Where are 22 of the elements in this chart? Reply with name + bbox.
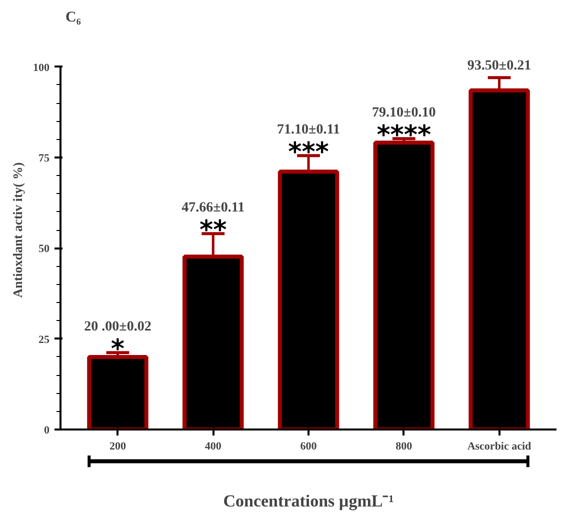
data-label: 93.50±0.21 [467, 58, 532, 74]
x-tick-label: 200 [109, 440, 126, 452]
x-axis-title: Concentrations µgmL⁻¹ [223, 492, 394, 510]
annotation: * [110, 334, 125, 365]
annotation: *** [288, 138, 330, 168]
x-tick-label: 400 [204, 440, 222, 452]
data-label: 71.10±0.11 [277, 122, 340, 138]
x-tick-label: 800 [396, 440, 413, 452]
y-tick-label: 25 [38, 334, 50, 346]
y-tick-label: 50 [38, 243, 50, 256]
x-tick-label: 600 [300, 440, 318, 452]
data-label: 47.66±0.11 [182, 200, 245, 216]
annotation: **** [376, 120, 432, 151]
chart-title: C₆ [66, 10, 82, 26]
y-tick-label: 100 [33, 62, 50, 74]
y-tick-label: 0 [44, 424, 50, 436]
annotation: ** [200, 216, 228, 246]
y-axis-title: Antioxdant activ ity( %) [10, 162, 25, 298]
data-label: 79.10±0.10 [372, 106, 436, 121]
y-tick-label: 75 [38, 152, 50, 164]
x-tick-label: Ascorbic acid [467, 440, 532, 452]
data-label: 20 .00±0.02 [84, 320, 152, 335]
